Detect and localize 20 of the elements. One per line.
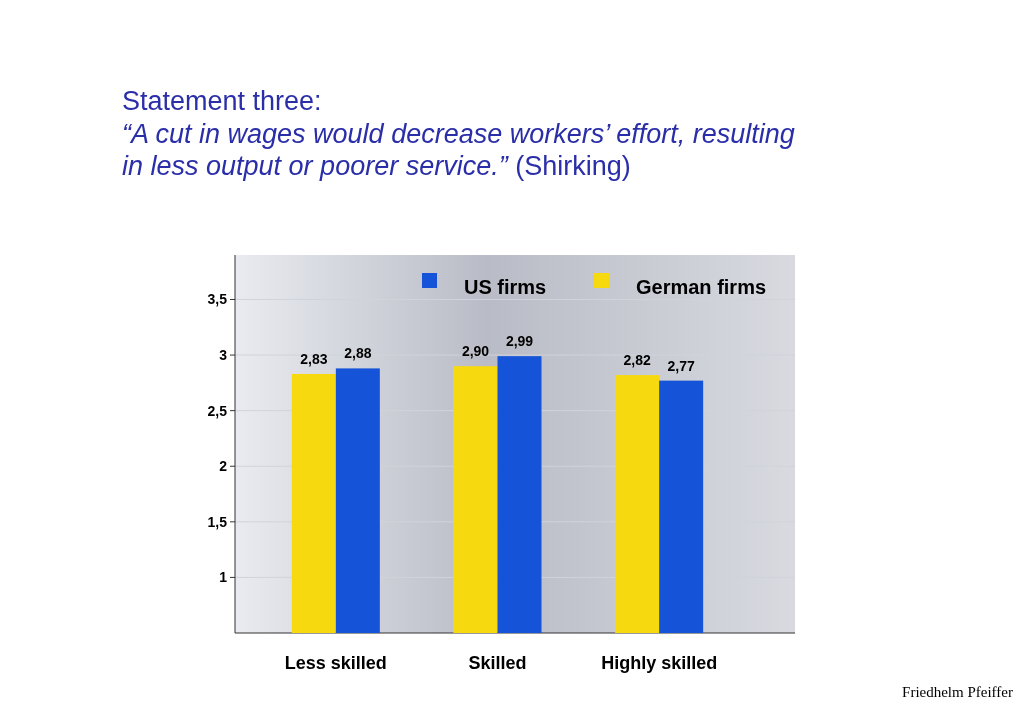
data-label: 2,77 (667, 357, 695, 374)
y-tick-label: 2,5 (207, 402, 228, 419)
y-tick-label: 3,5 (207, 291, 228, 308)
data-label: 2,99 (505, 333, 534, 350)
text: Friedhelm Pfeiffer (902, 684, 1013, 700)
x-tick-label: Less skilled (284, 653, 387, 673)
y-tick-label: 3 (219, 346, 228, 363)
data-label: 2,88 (344, 345, 372, 362)
x-tick-label: Highly skilled (601, 653, 718, 673)
y-tick-label: 2 (219, 458, 228, 475)
data-label: 2,83 (300, 350, 328, 367)
y-tick-label: 1,5 (207, 513, 228, 530)
chart-title: Statement three: (122, 86, 322, 116)
legend-label: German firms (636, 276, 767, 298)
chart-subtitle: “A cut in wages would decrease workers’ effort, resulting in less output or poorer service.” (Shirking) (122, 119, 795, 181)
legend-label: US firms (464, 276, 547, 298)
x-tick-label: Skilled (468, 653, 527, 673)
data-label: 2,82 (623, 352, 651, 369)
data-label: 2,90 (461, 343, 490, 360)
y-tick-label: 1 (219, 569, 228, 586)
